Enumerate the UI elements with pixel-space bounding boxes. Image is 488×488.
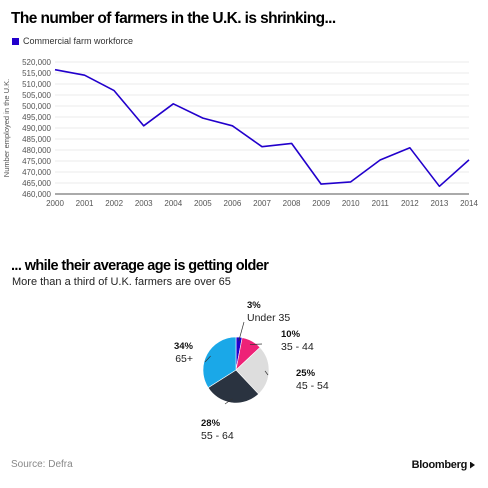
pie-category-label: 45 - 54	[296, 380, 329, 392]
y-tick-label: 505,000	[22, 91, 51, 100]
y-axis-label: Number employed in the U.K.	[2, 79, 11, 177]
pie-percent-label: 28%	[201, 418, 221, 429]
legend-swatch	[12, 37, 19, 45]
pie-category-label: 35 - 44	[281, 341, 314, 353]
pie-chart-subtitle: More than a third of U.K. farmers are ov…	[12, 276, 231, 288]
x-tick-label: 2006	[224, 199, 242, 208]
pie-category-label: Under 35	[247, 312, 290, 324]
brand-name: Bloomberg	[411, 459, 468, 471]
y-tick-label: 520,000	[22, 58, 51, 67]
pie-leader-line	[204, 355, 211, 363]
legend-label: Commercial farm workforce	[23, 36, 134, 46]
x-tick-label: 2003	[135, 199, 153, 208]
y-tick-label: 515,000	[22, 69, 51, 78]
pie-slice	[207, 369, 260, 404]
y-tick-label: 475,000	[22, 157, 51, 166]
y-tick-label: 460,000	[22, 190, 51, 199]
y-tick-label: 490,000	[22, 124, 51, 133]
x-tick-label: 2010	[342, 199, 360, 208]
pie-leader-line	[238, 321, 245, 342]
x-tick-label: 2001	[76, 199, 94, 208]
source-note: Source: Defra	[11, 459, 73, 470]
pie-slice	[235, 346, 270, 395]
brand-logo: Bloomberg	[412, 459, 476, 471]
brand-mark-icon	[469, 462, 476, 469]
x-tick-label: 2000	[46, 199, 64, 208]
pie-percent-label: 25%	[296, 368, 316, 379]
y-tick-label: 465,000	[22, 179, 51, 188]
x-tick-label: 2012	[401, 199, 419, 208]
line-chart-title: The number of farmers in the U.K. is shr…	[11, 10, 336, 27]
y-tick-label: 485,000	[22, 135, 51, 144]
pie-percent-label: 3%	[247, 300, 261, 311]
line-chart: 460,000 465,000 470,000 475,000 480,000 485,0…	[2, 58, 478, 208]
x-tick-label: 2009	[312, 199, 330, 208]
pie-leader-line	[264, 370, 269, 376]
pie-category-label: 65+	[175, 353, 193, 365]
pie-category-label: 55 - 64	[201, 430, 234, 442]
pie-leader-line	[224, 398, 233, 405]
x-tick-label: 2002	[105, 199, 123, 208]
pie-percent-label: 10%	[281, 329, 301, 340]
pie-chart-title: ... while their average age is getting o…	[11, 258, 269, 274]
x-tick-label: 2013	[431, 199, 449, 208]
x-tick-label: 2004	[164, 199, 182, 208]
y-tick-label: 510,000	[22, 80, 51, 89]
x-tick-label: 2008	[283, 199, 301, 208]
pie-leader-line	[249, 343, 263, 345]
line-chart-legend: Commercial farm workforce	[12, 36, 133, 46]
x-tick-label: 2007	[253, 199, 271, 208]
pie-slice	[202, 336, 237, 389]
y-tick-label: 470,000	[22, 168, 51, 177]
y-tick-label: 495,000	[22, 113, 51, 122]
y-tick-label: 500,000	[22, 102, 51, 111]
pie-chart: 3%Under 35 10%35 - 44 25%45 - 54 28%55 - 64…	[174, 300, 329, 442]
x-tick-label: 2005	[194, 199, 212, 208]
y-tick-label: 480,000	[22, 146, 51, 155]
pie-percent-label: 34%	[174, 341, 194, 352]
x-tick-label: 2014	[460, 199, 478, 208]
x-tick-label: 2011	[372, 199, 390, 208]
